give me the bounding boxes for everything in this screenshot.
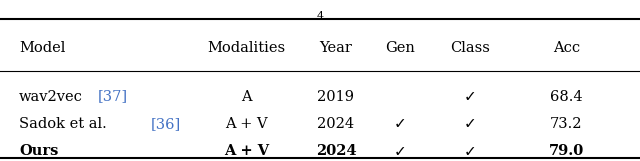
Text: A + V: A + V bbox=[224, 144, 269, 158]
Text: 2024: 2024 bbox=[317, 117, 355, 131]
Text: 2019: 2019 bbox=[317, 90, 355, 104]
Text: Year: Year bbox=[319, 41, 353, 55]
Text: Class: Class bbox=[451, 41, 490, 55]
Text: Acc: Acc bbox=[553, 41, 580, 55]
Text: 68.4: 68.4 bbox=[550, 90, 582, 104]
Text: ✓: ✓ bbox=[464, 89, 477, 104]
Text: ✓: ✓ bbox=[464, 116, 477, 132]
Text: wav2vec: wav2vec bbox=[19, 90, 83, 104]
Text: Gen: Gen bbox=[385, 41, 415, 55]
Text: Sadok et al.: Sadok et al. bbox=[19, 117, 107, 131]
Text: [36]: [36] bbox=[150, 117, 180, 131]
Text: A + V: A + V bbox=[225, 117, 268, 131]
Text: ✓: ✓ bbox=[464, 144, 477, 159]
Text: 79.0: 79.0 bbox=[548, 144, 584, 158]
Text: Model: Model bbox=[19, 41, 65, 55]
Text: 2024: 2024 bbox=[316, 144, 356, 158]
Text: ✓: ✓ bbox=[394, 144, 406, 159]
Text: Ours: Ours bbox=[19, 144, 59, 158]
Text: 4: 4 bbox=[316, 11, 324, 21]
Text: 73.2: 73.2 bbox=[550, 117, 582, 131]
Text: ✓: ✓ bbox=[394, 116, 406, 132]
Text: [37]: [37] bbox=[97, 90, 127, 104]
Text: A: A bbox=[241, 90, 252, 104]
Text: Modalities: Modalities bbox=[207, 41, 285, 55]
